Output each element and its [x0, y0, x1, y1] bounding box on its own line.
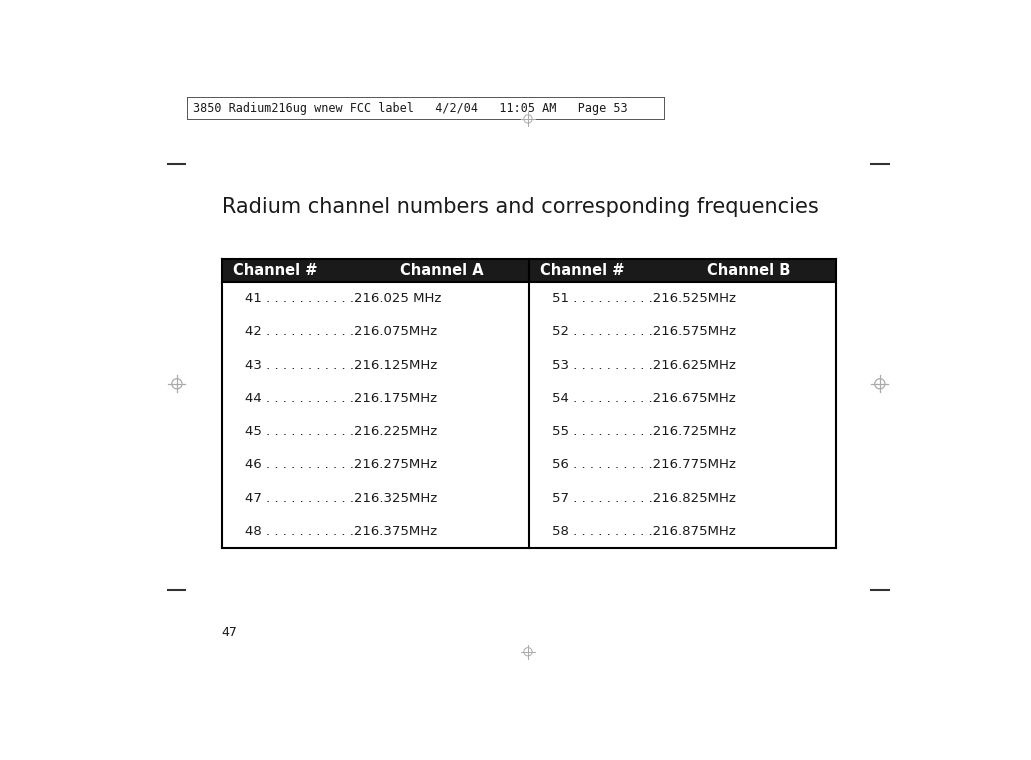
Text: 42 . . . . . . . . . . .216.075MHz: 42 . . . . . . . . . . .216.075MHz — [245, 325, 437, 338]
Text: Radium channel numbers and corresponding frequencies: Radium channel numbers and corresponding… — [222, 198, 819, 217]
Text: 54 . . . . . . . . . .216.675MHz: 54 . . . . . . . . . .216.675MHz — [552, 392, 736, 405]
Text: 43 . . . . . . . . . . .216.125MHz: 43 . . . . . . . . . . .216.125MHz — [245, 359, 437, 372]
Text: 47 . . . . . . . . . . .216.325MHz: 47 . . . . . . . . . . .216.325MHz — [245, 492, 437, 505]
Text: Channel #: Channel # — [233, 263, 318, 278]
Text: 58 . . . . . . . . . .216.875MHz: 58 . . . . . . . . . .216.875MHz — [552, 524, 736, 538]
Text: 55 . . . . . . . . . .216.725MHz: 55 . . . . . . . . . .216.725MHz — [552, 425, 736, 438]
Text: 53 . . . . . . . . . .216.625MHz: 53 . . . . . . . . . .216.625MHz — [552, 359, 736, 372]
Text: 56 . . . . . . . . . .216.775MHz: 56 . . . . . . . . . .216.775MHz — [552, 458, 736, 471]
Text: Channel #: Channel # — [539, 263, 624, 278]
Bar — [222, 259, 529, 282]
Text: 44 . . . . . . . . . . .216.175MHz: 44 . . . . . . . . . . .216.175MHz — [245, 392, 437, 405]
Text: Channel A: Channel A — [400, 263, 484, 278]
Text: 48 . . . . . . . . . . .216.375MHz: 48 . . . . . . . . . . .216.375MHz — [245, 524, 437, 538]
Text: 51 . . . . . . . . . .216.525MHz: 51 . . . . . . . . . .216.525MHz — [552, 293, 736, 306]
Text: 3850 Radium216ug wnew FCC label   4/2/04   11:05 AM   Page 53: 3850 Radium216ug wnew FCC label 4/2/04 1… — [193, 102, 628, 115]
Text: 57 . . . . . . . . . .216.825MHz: 57 . . . . . . . . . .216.825MHz — [552, 492, 736, 505]
Text: 52 . . . . . . . . . .216.575MHz: 52 . . . . . . . . . .216.575MHz — [552, 325, 736, 338]
Text: 46 . . . . . . . . . . .216.275MHz: 46 . . . . . . . . . . .216.275MHz — [245, 458, 437, 471]
Text: Channel B: Channel B — [707, 263, 791, 278]
Text: 41 . . . . . . . . . . .216.025 MHz: 41 . . . . . . . . . . .216.025 MHz — [245, 293, 441, 306]
Text: 45 . . . . . . . . . . .216.225MHz: 45 . . . . . . . . . . .216.225MHz — [245, 425, 437, 438]
Bar — [529, 259, 836, 282]
Text: 47: 47 — [222, 626, 238, 639]
